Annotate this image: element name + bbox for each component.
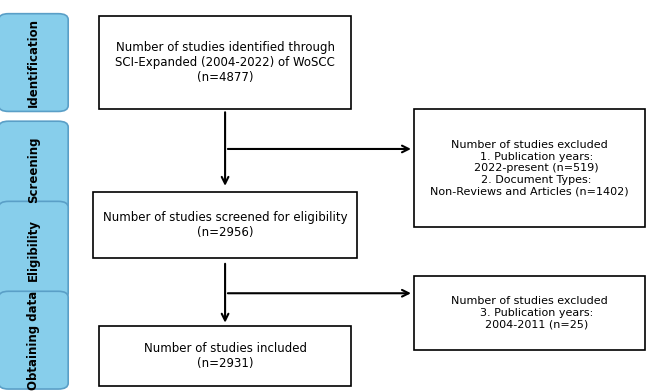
- Text: Number of studies screened for eligibility
(n=2956): Number of studies screened for eligibili…: [103, 211, 348, 239]
- FancyBboxPatch shape: [99, 325, 351, 386]
- Text: Number of studies included
(n=2931): Number of studies included (n=2931): [144, 342, 307, 370]
- FancyBboxPatch shape: [0, 201, 68, 299]
- Text: Number of studies excluded
    3. Publication years:
    2004-2011 (n=25): Number of studies excluded 3. Publicatio…: [451, 296, 608, 329]
- FancyBboxPatch shape: [0, 291, 68, 389]
- FancyBboxPatch shape: [99, 16, 351, 109]
- FancyBboxPatch shape: [414, 276, 645, 350]
- Text: Number of studies identified through
SCI-Expanded (2004-2022) of WoSCC
(n=4877): Number of studies identified through SCI…: [115, 41, 335, 84]
- Text: Identification: Identification: [27, 18, 40, 107]
- Text: Screening: Screening: [27, 137, 40, 203]
- FancyBboxPatch shape: [0, 121, 68, 219]
- FancyBboxPatch shape: [414, 109, 645, 227]
- Text: Obtaining data: Obtaining data: [27, 291, 40, 390]
- FancyBboxPatch shape: [0, 14, 68, 111]
- Text: Number of studies excluded
    1. Publication years:
    2022-present (n=519)
  : Number of studies excluded 1. Publicatio…: [430, 140, 629, 196]
- Text: Eligibility: Eligibility: [27, 219, 40, 281]
- FancyBboxPatch shape: [93, 192, 357, 258]
